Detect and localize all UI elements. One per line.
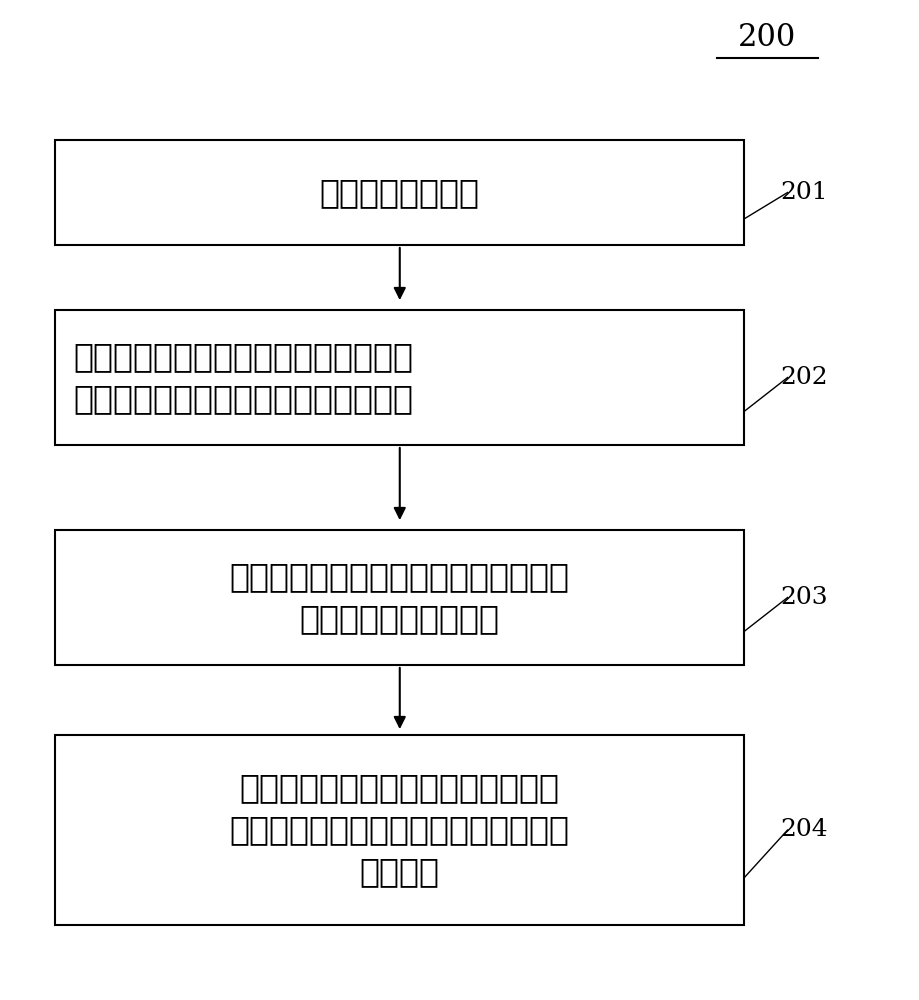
- Text: 型，切换为基于第二驱动信息驱动虚拟: 型，切换为基于第二驱动信息驱动虚拟: [230, 814, 570, 846]
- Text: 并基于第一驱动信息驱动虚拟角色模型: 并基于第一驱动信息驱动虚拟角色模型: [74, 382, 414, 415]
- Text: 令，获取第二驱动信息: 令，获取第二驱动信息: [300, 602, 500, 635]
- Text: 201: 201: [780, 181, 828, 204]
- Bar: [55, 310, 744, 445]
- Bar: [55, 735, 744, 925]
- Text: 204: 204: [780, 818, 828, 842]
- Text: 203: 203: [780, 586, 828, 609]
- Text: 获取虚拟角色模型: 获取虚拟角色模型: [320, 176, 480, 209]
- Text: 响应于第一驱动信息中包括驱动切换指: 响应于第一驱动信息中包括驱动切换指: [230, 560, 570, 593]
- Text: 角色模型: 角色模型: [359, 856, 440, 889]
- Bar: [55, 530, 744, 665]
- Bar: [55, 140, 744, 245]
- Text: 202: 202: [780, 366, 828, 389]
- Text: 将基于第一驱动信息驱动虚拟角色模: 将基于第一驱动信息驱动虚拟角色模: [240, 772, 560, 804]
- Text: 获取由实体对象产生的第一驱动信息，: 获取由实体对象产生的第一驱动信息，: [74, 340, 414, 373]
- Text: 200: 200: [738, 22, 797, 53]
